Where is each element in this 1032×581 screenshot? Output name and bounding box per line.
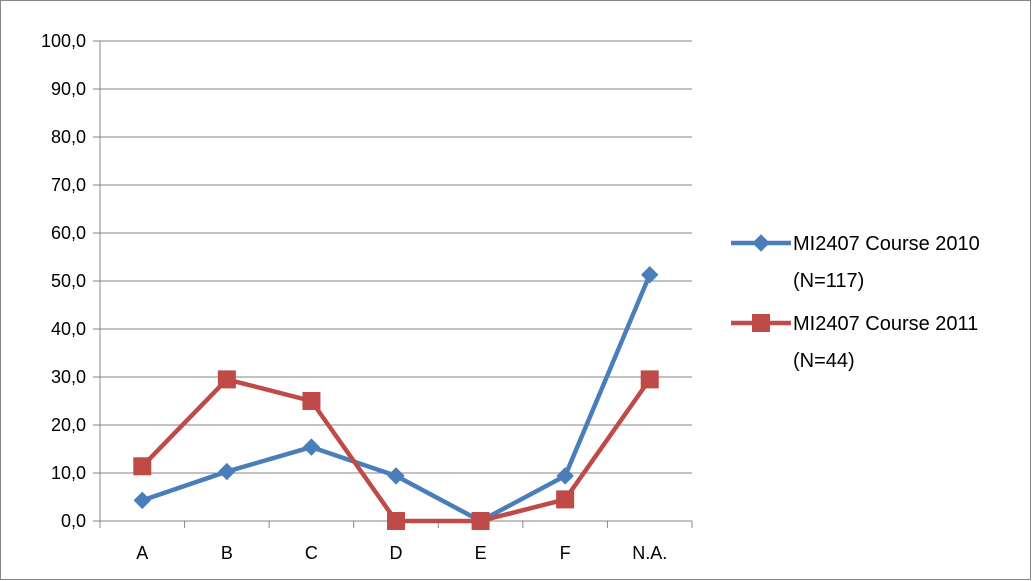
x-tick-label: F (560, 543, 571, 563)
series-2 (133, 370, 659, 530)
legend-marker (752, 234, 770, 252)
y-tick-label: 70,0 (51, 175, 86, 195)
data-point (133, 491, 151, 510)
gridlines (100, 40, 692, 474)
legend-label: MI2407 Course 2011 (793, 313, 978, 335)
data-point (387, 512, 405, 530)
data-point (556, 490, 575, 509)
legend-item-1: MI2407 Course 2010 (N=117) (731, 233, 980, 292)
y-tick-label: 40,0 (51, 319, 86, 339)
legend-label-count: (N=117) (793, 270, 864, 292)
series-1 (133, 266, 659, 530)
series (133, 266, 659, 530)
data-point (471, 512, 490, 530)
y-tick-label: 30,0 (51, 367, 86, 387)
y-tick-label: 50,0 (51, 271, 86, 291)
legend-marker (752, 314, 770, 332)
x-tick-label: E (475, 543, 487, 563)
x-axis-tick-labels: A B C D E F N.A. (136, 543, 667, 563)
legend-item-2: MI2407 Course 2011 (N=44) (731, 313, 978, 372)
y-tick-label: 0,0 (61, 511, 86, 531)
x-tick-label: C (305, 543, 318, 563)
x-tick-label: D (390, 543, 403, 563)
data-point (217, 370, 236, 389)
axes (93, 40, 693, 528)
data-point (556, 467, 574, 485)
data-point (387, 467, 405, 485)
y-tick-label: 20,0 (51, 415, 86, 435)
y-tick-label: 90,0 (51, 79, 86, 99)
y-tick-label: 60,0 (51, 223, 86, 243)
legend-label: MI2407 Course 2010 (793, 233, 980, 255)
data-point (302, 392, 321, 410)
y-tick-label: 100,0 (41, 31, 86, 51)
data-point (640, 370, 659, 389)
data-point (133, 457, 152, 476)
y-axis-tick-labels: 0,0 10,0 20,0 30,0 40,0 50,0 60,0 70,0 80,0 90,0 1… (41, 31, 86, 531)
x-tick-label: B (221, 543, 233, 563)
x-tick-label: N.A. (632, 543, 667, 563)
y-tick-label: 80,0 (51, 127, 86, 147)
legend-label-count: (N=44) (793, 350, 855, 372)
legend: MI2407 Course 2010(N=117)MI2407 Course 2… (731, 233, 980, 372)
y-tick-label: 10,0 (51, 463, 86, 483)
data-point (218, 462, 236, 481)
x-tick-label: A (136, 543, 148, 563)
data-point (641, 266, 659, 284)
data-point (302, 438, 321, 456)
